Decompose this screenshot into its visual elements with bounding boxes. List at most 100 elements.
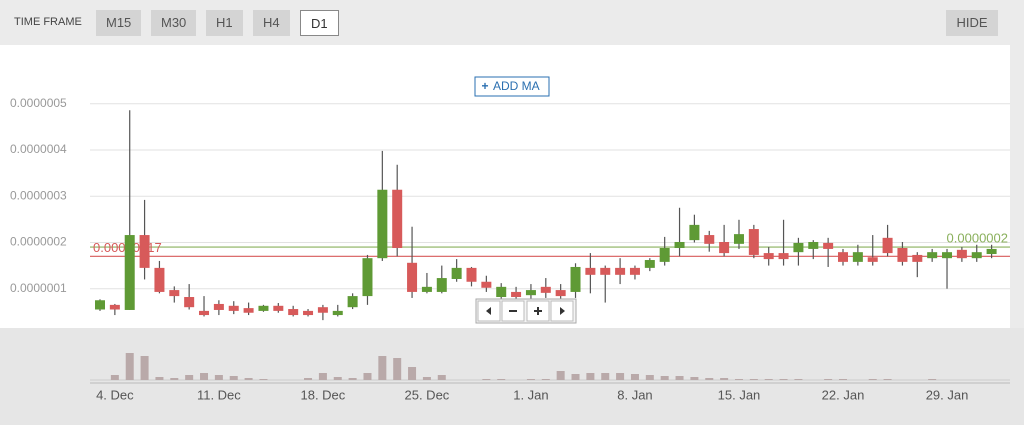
candle-body — [199, 310, 210, 316]
candle-body — [288, 309, 299, 316]
candle-body — [124, 235, 135, 310]
volume-bar — [155, 377, 164, 380]
volume-bar — [244, 378, 253, 380]
chart: 0.0000001 0.0000002 0.0000003 0.0000004 0.00… — [0, 45, 1024, 425]
candle-body — [600, 267, 611, 275]
volume-bar — [779, 379, 788, 380]
candle-body — [615, 267, 626, 275]
candle-body — [169, 290, 180, 297]
volume-bar — [734, 379, 743, 380]
candle-body — [511, 291, 522, 298]
timeframe-button[interactable]: H1 — [206, 10, 243, 36]
x-tick-label: 29. Jan — [926, 387, 969, 402]
candle-body — [956, 249, 967, 259]
volume-bar — [526, 379, 535, 380]
volume-bar — [110, 375, 119, 380]
candle-body — [971, 252, 982, 259]
volume-bar — [868, 379, 877, 380]
hide-button[interactable]: HIDE — [946, 10, 998, 36]
volume-bar — [140, 356, 149, 380]
volume-bar — [333, 377, 342, 380]
candle-body — [555, 290, 566, 297]
candle-body — [139, 235, 150, 268]
candle-body — [629, 267, 640, 275]
volume-bar — [214, 375, 223, 380]
candle-body — [674, 241, 685, 249]
plus-icon: + — [481, 79, 488, 93]
add-ma-button[interactable]: + ADD MA — [474, 76, 550, 97]
candle-body — [763, 253, 774, 260]
x-tick-label: 15. Jan — [718, 387, 761, 402]
candle-body — [184, 297, 195, 308]
timeframe-button[interactable]: M15 — [96, 10, 142, 36]
candle-body — [258, 305, 269, 311]
volume-bar — [824, 379, 833, 380]
candle-body — [733, 234, 744, 244]
volume-bar — [794, 379, 803, 380]
volume-bar — [393, 358, 402, 380]
x-tick-label: 25. Dec — [405, 387, 450, 402]
volume-bar — [422, 377, 431, 380]
x-tick-label: 4. Dec — [96, 387, 134, 402]
candle-body — [882, 237, 893, 254]
candle-body — [496, 286, 507, 298]
price-line-label: 0.0000002 — [947, 231, 1008, 246]
candle-body — [838, 252, 848, 262]
volume-bar — [675, 376, 684, 380]
volume-bar — [839, 379, 847, 380]
candle-body — [912, 254, 923, 262]
x-tick-label: 18. Dec — [300, 387, 345, 402]
x-tick-label: 8. Jan — [617, 387, 652, 402]
candle-body — [332, 310, 343, 316]
volume-bar — [645, 375, 654, 380]
candle-body — [659, 248, 670, 262]
x-tick-label: 22. Jan — [822, 387, 865, 402]
volume-bar — [720, 378, 729, 380]
candle-body — [525, 290, 536, 296]
x-tick-label: 1. Jan — [513, 387, 548, 402]
volume-bar — [660, 376, 669, 380]
candle-body — [867, 257, 878, 262]
right-icon — [560, 307, 565, 315]
y-tick-label: 0.0000002 — [10, 235, 67, 249]
volume-bar — [497, 379, 506, 380]
volume-panel — [0, 328, 1024, 425]
volume-bar — [749, 379, 758, 380]
volume-bar — [616, 373, 625, 380]
candle-body — [540, 286, 551, 293]
candle-body — [347, 296, 358, 308]
candle-body — [778, 253, 789, 260]
candle-body — [927, 252, 938, 259]
volume-bar — [170, 378, 179, 380]
volume-bar — [185, 375, 194, 380]
y-tick-label: 0.0000003 — [10, 188, 67, 202]
candle-body — [273, 305, 284, 311]
volume-bar — [408, 367, 417, 380]
volume-bar — [764, 379, 773, 380]
candle-body — [823, 242, 834, 249]
candle-body — [421, 286, 432, 292]
candle-body — [942, 252, 953, 259]
volume-bar — [556, 371, 565, 380]
candle-body — [407, 262, 418, 292]
timeframe-button[interactable]: M30 — [151, 10, 197, 36]
candle-body — [243, 308, 254, 313]
candle-body — [303, 310, 314, 316]
timeframe-button[interactable]: H4 — [253, 10, 290, 36]
timeframe-button[interactable]: D1 — [300, 10, 339, 36]
add-ma-frame — [474, 76, 550, 97]
volume-bar — [348, 378, 357, 380]
volume-bar — [601, 373, 610, 380]
volume-bar — [586, 373, 595, 380]
volume-bar — [928, 379, 937, 380]
candle-body — [436, 278, 447, 292]
candle-body — [109, 304, 120, 310]
add-ma-label: ADD MA — [493, 79, 540, 93]
candle-body — [793, 242, 804, 253]
volume-bar — [125, 353, 134, 380]
volume-bar — [883, 379, 892, 380]
volume-bar — [541, 379, 550, 380]
x-tick-label: 11. Dec — [197, 387, 241, 402]
candle-body — [451, 267, 462, 279]
